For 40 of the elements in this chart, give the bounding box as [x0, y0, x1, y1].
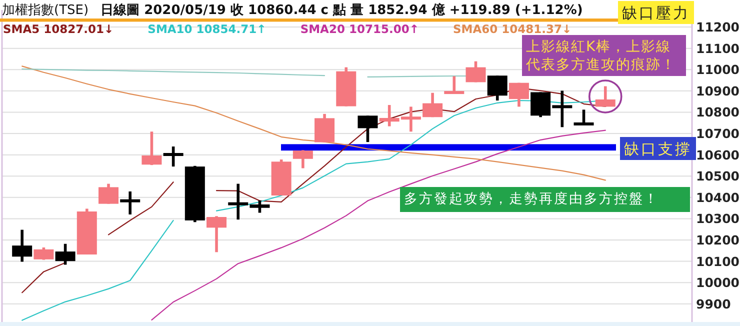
y-tick-label: 10300 [696, 211, 740, 226]
band-label: 缺口壓力 [622, 4, 690, 22]
text: SMA60 10481.37↓ [452, 22, 572, 36]
y-tick-label: 10600 [696, 147, 740, 162]
annotation: 多方發起攻勢，走勢再度由多方控盤！ [404, 191, 659, 207]
candlestick [292, 148, 313, 170]
y-tick-label: 11100 [696, 40, 740, 56]
candlestick [12, 228, 32, 264]
text: SMA20 10715.00↑ [300, 22, 419, 36]
candlestick [487, 74, 508, 102]
y-tick-label: 10700 [696, 126, 740, 142]
candlestick [98, 182, 119, 206]
candlestick [358, 114, 378, 144]
y-tick-label: 10100 [696, 254, 740, 269]
y-tick-label: 10000 [696, 275, 740, 290]
candlestick [574, 108, 594, 126]
candlestick [595, 84, 616, 108]
candlestick [444, 74, 464, 96]
candlestick [163, 145, 184, 168]
band-label: 缺口支撐 [624, 140, 692, 158]
candlestick [142, 130, 162, 166]
y-tick-label: 11000 [696, 62, 740, 78]
y-tick-label: 10800 [696, 104, 740, 120]
y-tick-label: 11200 [696, 20, 740, 35]
candlestick [55, 242, 76, 266]
y-tick-label: 10400 [696, 190, 740, 205]
y-tick-label: 10200 [696, 232, 740, 248]
y-tick-label: 10900 [696, 83, 740, 98]
chart-subtitle: 日線圖 2020/05/19 收 10860.44 c 點 量 1852.94 億 +119.89 (+1.12%) [100, 2, 583, 18]
candlestick [466, 60, 486, 84]
y-tick-label: 10500 [696, 168, 740, 184]
candlestick [508, 81, 529, 108]
candlestick [206, 214, 227, 254]
chart-title: 加權指數(TSE) [2, 3, 89, 18]
text: SMA10 10854.71↑ [148, 22, 266, 36]
candlestick [120, 190, 140, 216]
y-tick-label: 9900 [696, 296, 732, 312]
candlestick [34, 246, 54, 262]
annotation: 上影線紅K棒，上影線代表多方進攻的痕跡！ [525, 39, 676, 73]
text: SMA5 10827.01↓ [3, 22, 114, 36]
